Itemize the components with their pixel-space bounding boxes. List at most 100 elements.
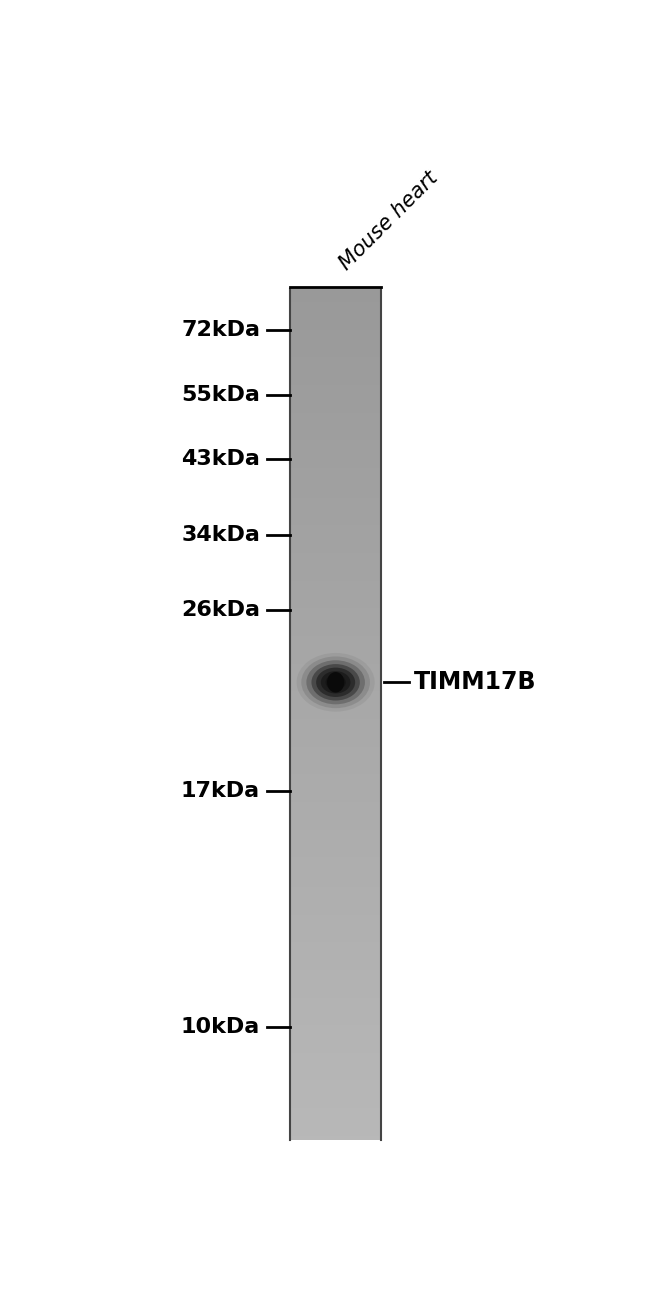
Bar xyxy=(291,659,381,661)
Bar xyxy=(291,1135,381,1137)
Bar xyxy=(291,743,381,747)
Bar xyxy=(291,673,381,676)
Bar xyxy=(291,1011,381,1014)
Bar xyxy=(291,832,381,836)
Bar xyxy=(291,984,381,986)
Bar xyxy=(291,976,381,978)
Bar xyxy=(291,414,381,417)
Bar xyxy=(291,1131,381,1134)
Bar xyxy=(291,404,381,406)
Bar xyxy=(291,1018,381,1020)
Bar xyxy=(291,671,381,675)
Bar xyxy=(291,898,381,902)
Bar xyxy=(291,981,381,985)
Bar xyxy=(291,448,381,451)
Bar xyxy=(291,586,381,589)
Bar xyxy=(291,777,381,781)
Bar xyxy=(291,1066,381,1070)
Bar xyxy=(291,926,381,930)
Bar xyxy=(291,1065,381,1068)
Bar xyxy=(291,297,381,300)
Bar xyxy=(291,1059,381,1061)
Bar xyxy=(291,967,381,970)
Bar xyxy=(291,722,381,726)
Bar xyxy=(291,1003,381,1006)
Bar xyxy=(291,748,381,751)
Bar xyxy=(291,1014,381,1016)
Bar xyxy=(291,494,381,498)
Bar xyxy=(291,594,381,598)
Ellipse shape xyxy=(316,668,355,697)
Bar xyxy=(291,1077,381,1081)
Bar xyxy=(291,593,381,596)
Bar xyxy=(291,963,381,965)
Bar xyxy=(291,426,381,430)
Bar xyxy=(291,1132,381,1136)
Bar xyxy=(291,793,381,796)
Text: 10kDa: 10kDa xyxy=(181,1016,260,1036)
Bar xyxy=(291,721,381,723)
Bar xyxy=(291,321,381,323)
Bar xyxy=(291,548,381,551)
Bar xyxy=(291,459,381,462)
Bar xyxy=(291,1060,381,1064)
Bar xyxy=(291,354,381,358)
Bar xyxy=(291,633,381,636)
Bar xyxy=(291,931,381,934)
Bar xyxy=(291,1115,381,1119)
Bar xyxy=(291,609,381,613)
Bar xyxy=(291,1028,381,1031)
Bar xyxy=(291,646,381,648)
Bar xyxy=(291,760,381,764)
Text: 43kDa: 43kDa xyxy=(181,448,260,468)
Bar xyxy=(291,308,381,310)
Bar xyxy=(291,831,381,834)
Bar xyxy=(291,997,381,999)
Bar xyxy=(291,784,381,786)
Bar xyxy=(291,697,381,700)
Ellipse shape xyxy=(302,656,370,709)
Bar xyxy=(291,588,381,592)
Bar xyxy=(291,335,381,338)
Bar xyxy=(291,329,381,331)
Bar xyxy=(291,601,381,604)
Bar xyxy=(291,535,381,538)
Bar xyxy=(291,604,381,606)
Bar xyxy=(291,825,381,827)
Bar xyxy=(291,776,381,778)
Bar xyxy=(291,293,381,296)
Bar xyxy=(291,605,381,609)
Bar xyxy=(291,903,381,906)
Bar xyxy=(291,1015,381,1019)
Bar xyxy=(291,863,381,865)
Bar xyxy=(291,439,381,443)
Bar xyxy=(291,577,381,581)
Bar xyxy=(291,366,381,368)
Bar xyxy=(291,408,381,410)
Bar xyxy=(291,431,381,434)
Bar xyxy=(291,1020,381,1023)
Bar xyxy=(291,715,381,719)
Bar xyxy=(291,1088,381,1091)
Bar xyxy=(291,897,381,899)
Bar xyxy=(291,924,381,927)
Bar xyxy=(291,656,381,659)
Bar xyxy=(291,915,381,919)
Bar xyxy=(291,725,381,727)
Text: 72kDa: 72kDa xyxy=(181,320,260,341)
Bar xyxy=(291,299,381,302)
Bar xyxy=(291,667,381,671)
Bar xyxy=(291,422,381,426)
Ellipse shape xyxy=(327,672,344,693)
Bar xyxy=(291,381,381,385)
Bar xyxy=(291,629,381,631)
Bar xyxy=(291,452,381,455)
Bar xyxy=(291,480,381,483)
Bar xyxy=(291,798,381,802)
Bar xyxy=(291,648,381,651)
Bar xyxy=(291,387,381,389)
Bar xyxy=(291,1070,381,1074)
Bar xyxy=(291,1098,381,1102)
Bar xyxy=(291,711,381,715)
Ellipse shape xyxy=(321,671,350,693)
